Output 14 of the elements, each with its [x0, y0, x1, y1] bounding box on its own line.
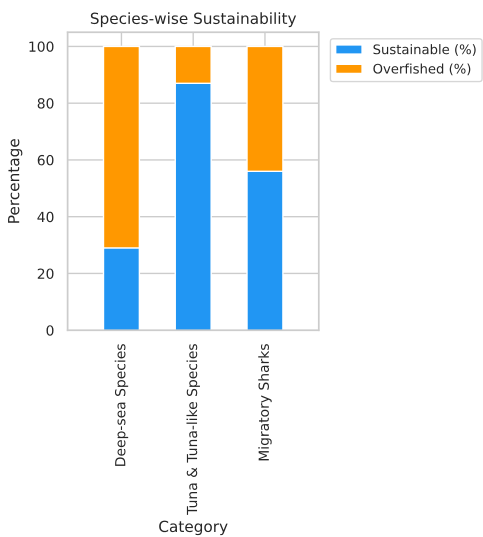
y-tick-label: 80 — [38, 98, 54, 109]
y-tick-label: 20 — [38, 268, 54, 279]
legend-label: Overfished (%) — [373, 63, 470, 76]
y-tick-label: 40 — [37, 212, 54, 222]
y-tick-label: 100 — [29, 41, 54, 52]
legend-label: Sustainable (%) — [373, 44, 476, 56]
y-axis-title: Percentage — [8, 139, 22, 223]
x-axis-title: Category — [159, 520, 228, 536]
x-tick-label: Migratory Sharks — [258, 344, 272, 460]
x-tick-label: Tuna & Tuna-like Species — [186, 344, 200, 515]
y-tick-label: 0 — [46, 325, 54, 336]
y-tick-label: 60 — [38, 154, 54, 166]
chart-title: Species-wise Sustainability — [90, 12, 296, 28]
x-tick-label: Deep-sea Species — [114, 344, 128, 466]
